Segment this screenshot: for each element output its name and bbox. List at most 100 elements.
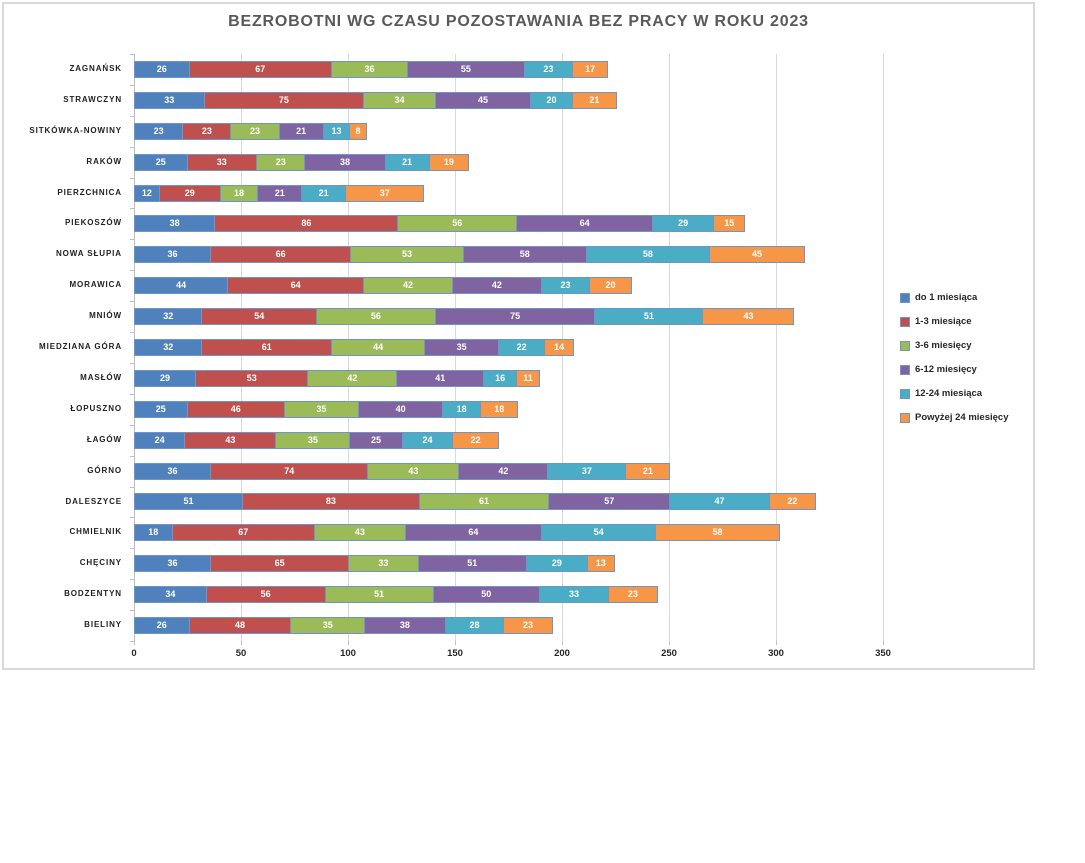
segment-value-label: 20 — [605, 280, 616, 291]
bar-segment: 45 — [708, 246, 806, 264]
axis-tick — [130, 177, 134, 179]
segment-value-label: 61 — [261, 342, 272, 352]
axis-tick — [883, 641, 884, 645]
category-label: ŁOPUSZNO — [70, 403, 122, 413]
segment-value-label: 32 — [163, 342, 174, 352]
segment-value-label: 22 — [470, 434, 481, 445]
bar-segment: 51 — [417, 555, 527, 573]
segment-value-label: 35 — [456, 342, 467, 352]
bar-segment: 24 — [134, 431, 186, 449]
segment-value-label: 41 — [435, 372, 446, 383]
bar-segment: 58 — [655, 524, 780, 542]
x-tick-label: 350 — [875, 648, 891, 659]
bar-segment: 21 — [625, 462, 671, 480]
bar-segment: 33 — [538, 586, 610, 604]
bar-segment: 33 — [348, 555, 419, 573]
bar-segment: 51 — [594, 308, 704, 326]
segment-value-label: 18 — [456, 403, 467, 414]
bar-segment: 43 — [313, 524, 406, 542]
legend-label: 3-6 miesięcy — [915, 340, 972, 351]
segment-value-label: 36 — [167, 249, 178, 260]
segment-value-label: 25 — [371, 434, 382, 445]
legend: do 1 miesiąca 1-3 miesiące 3-6 miesięcy 6-1… — [900, 292, 1008, 436]
bar-segment: 21 — [571, 91, 617, 109]
bar-segment: 61 — [201, 339, 332, 356]
segment-value-label: 26 — [156, 63, 167, 74]
segment-value-label: 42 — [347, 372, 358, 383]
segment-value-label: 67 — [238, 527, 249, 538]
bar-segment: 29 — [652, 215, 715, 233]
segment-value-label: 67 — [255, 63, 266, 74]
bar-segment: 51 — [134, 493, 244, 511]
segment-value-label: 23 — [153, 125, 164, 136]
axis-tick — [562, 641, 563, 645]
bar-segment: 37 — [547, 462, 627, 480]
bar-segment: 41 — [396, 369, 485, 387]
segment-value-label: 18 — [494, 403, 505, 414]
axis-tick — [130, 332, 134, 334]
bar-segment: 83 — [242, 493, 420, 511]
segment-value-label: 25 — [155, 156, 166, 167]
gridline — [883, 54, 884, 641]
segment-value-label: 46 — [230, 403, 241, 414]
bar-row: 36 74 43 42 37 21 — [134, 462, 671, 480]
segment-value-label: 25 — [155, 403, 166, 414]
bar-segment: 43 — [367, 462, 460, 480]
segment-value-label: 22 — [516, 342, 527, 352]
bar-segment: 13 — [586, 555, 615, 573]
bar-segment: 38 — [304, 153, 386, 171]
legend-label: 6-12 miesięcy — [915, 364, 977, 375]
segment-value-label: 29 — [678, 218, 689, 229]
axis-tick — [130, 54, 134, 55]
axis-tick — [130, 84, 134, 86]
bar-segment: 35 — [275, 431, 351, 449]
bar-segment: 8 — [349, 122, 367, 140]
segment-value-label: 29 — [551, 558, 562, 569]
bar-segment: 42 — [451, 277, 542, 295]
bar-segment: 23 — [256, 153, 306, 171]
segment-value-label: 51 — [467, 558, 478, 569]
gridline — [776, 54, 777, 641]
bar-segment: 61 — [418, 493, 550, 511]
bar-segment: 42 — [458, 462, 549, 480]
bar-row: 29 53 42 41 16 11 — [134, 369, 540, 387]
segment-value-label: 44 — [373, 342, 384, 352]
bar-row: 25 46 35 40 18 18 — [134, 400, 519, 418]
category-label: PIERZCHNICA — [57, 187, 122, 197]
category-label: MIEDZIANA GÓRA — [39, 342, 122, 352]
bar-segment: 66 — [210, 246, 352, 264]
category-label: ZAGNAŃSK — [69, 64, 122, 73]
legend-swatch — [900, 316, 910, 327]
bar-segment: 54 — [201, 308, 318, 326]
legend-swatch — [900, 412, 910, 423]
bar-segment: 18 — [442, 400, 481, 418]
bar-segment: 33 — [186, 153, 258, 171]
bar-segment: 29 — [134, 369, 197, 387]
legend-label: do 1 miesiąca — [915, 292, 978, 303]
bar-segment: 37 — [345, 184, 425, 202]
segment-value-label: 16 — [495, 372, 506, 383]
x-tick-label: 100 — [340, 648, 356, 659]
bar-row: 26 67 36 55 23 17 — [134, 60, 609, 78]
segment-value-label: 42 — [498, 465, 509, 476]
axis-tick — [130, 641, 134, 642]
segment-value-label: 33 — [164, 94, 175, 105]
segment-value-label: 35 — [307, 434, 318, 445]
legend-item: 6-12 miesięcy — [900, 364, 1008, 375]
legend-label: 12-24 miesiąca — [915, 388, 983, 399]
bar-segment: 75 — [434, 308, 596, 326]
bar-segment: 34 — [363, 91, 436, 109]
segment-value-label: 23 — [523, 620, 534, 631]
x-tick-label: 50 — [235, 648, 247, 659]
bar-segment: 14 — [544, 339, 575, 356]
bar-segment: 44 — [134, 277, 229, 295]
legend-item: 12-24 miesiąca — [900, 388, 1008, 399]
bar-segment: 64 — [404, 524, 542, 542]
chart-frame: BEZROBOTNI WG CZASU POZOSTAWANIA BEZ PRA… — [2, 2, 1035, 670]
axis-tick — [130, 424, 134, 426]
segment-value-label: 21 — [318, 187, 329, 198]
axis-tick — [130, 301, 134, 303]
segment-value-label: 11 — [523, 372, 533, 383]
bar-segment: 43 — [702, 308, 795, 326]
segment-value-label: 32 — [163, 311, 174, 322]
